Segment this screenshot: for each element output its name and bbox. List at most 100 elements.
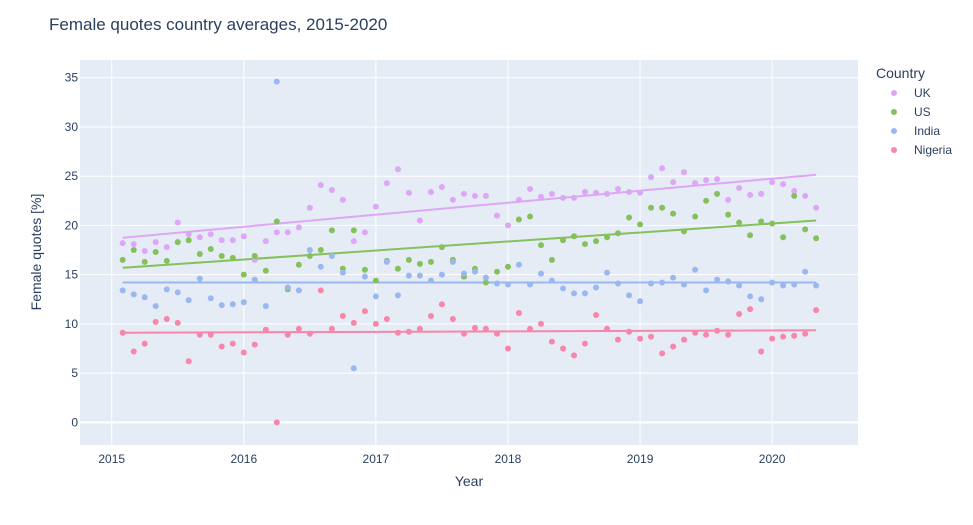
point-us	[207, 246, 214, 253]
point-india	[229, 301, 236, 308]
point-nigeria	[295, 325, 302, 332]
point-us	[736, 219, 743, 226]
point-uk	[383, 180, 390, 187]
point-india	[670, 274, 677, 281]
point-india	[637, 298, 644, 305]
point-uk	[273, 229, 280, 236]
point-uk	[659, 165, 666, 172]
legend-item-nigeria[interactable]: Nigeria	[891, 143, 952, 157]
point-india	[504, 281, 511, 288]
point-india	[372, 293, 379, 300]
point-uk	[504, 222, 511, 229]
x-tick-label: 2015	[98, 452, 125, 466]
trend-lines	[122, 173, 817, 334]
x-tick-label: 2016	[230, 452, 257, 466]
point-us	[648, 204, 655, 211]
point-india	[405, 272, 412, 279]
point-uk	[614, 185, 621, 192]
y-tick-label: 25	[65, 169, 79, 183]
point-us	[185, 237, 192, 244]
point-uk	[284, 229, 291, 236]
point-india	[449, 258, 456, 265]
point-uk	[449, 196, 456, 203]
legend-item-india[interactable]: India	[891, 124, 940, 138]
gridlines	[80, 60, 858, 445]
plot-area	[80, 60, 858, 445]
point-us	[637, 221, 644, 228]
point-us	[692, 213, 699, 220]
point-us	[659, 204, 666, 211]
point-india	[548, 277, 555, 284]
point-india	[482, 274, 489, 281]
point-nigeria	[449, 315, 456, 322]
legend-marker-us	[891, 109, 897, 115]
point-us	[119, 256, 126, 263]
point-uk	[130, 241, 137, 248]
point-uk	[537, 193, 544, 200]
point-us	[494, 268, 501, 275]
point-nigeria	[361, 308, 368, 315]
legend[interactable]: Country UK US India Nigeria	[876, 65, 952, 157]
point-india	[141, 294, 148, 301]
point-uk	[174, 219, 181, 226]
legend-marker-india	[891, 128, 897, 134]
point-nigeria	[604, 325, 611, 332]
point-nigeria	[758, 348, 765, 355]
x-tick-label: 2017	[363, 452, 390, 466]
point-us	[504, 263, 511, 270]
point-india	[736, 282, 743, 289]
point-india	[604, 269, 611, 276]
point-us	[372, 277, 379, 284]
point-us	[802, 226, 809, 233]
point-nigeria	[394, 329, 401, 336]
point-india	[714, 276, 721, 283]
point-nigeria	[152, 318, 159, 325]
point-us	[152, 249, 159, 256]
point-india	[152, 303, 159, 310]
point-us	[791, 192, 798, 199]
point-india	[339, 269, 346, 276]
point-uk	[560, 194, 567, 201]
point-us	[515, 216, 522, 223]
point-uk	[548, 190, 555, 197]
point-nigeria	[350, 319, 357, 326]
legend-label-nigeria: Nigeria	[914, 143, 952, 157]
point-uk	[262, 238, 269, 245]
legend-item-us[interactable]: US	[891, 105, 931, 119]
point-us	[229, 254, 236, 261]
point-us	[537, 242, 544, 249]
point-india	[527, 281, 534, 288]
point-us	[251, 252, 258, 259]
point-us	[317, 247, 324, 254]
point-nigeria	[813, 307, 820, 314]
point-us	[196, 250, 203, 257]
y-axis-title: Female quotes [%]	[28, 194, 44, 311]
point-us	[626, 214, 633, 221]
point-uk	[494, 212, 501, 219]
point-nigeria	[714, 327, 721, 334]
point-uk	[515, 196, 522, 203]
point-us	[747, 232, 754, 239]
point-india	[438, 271, 445, 278]
x-axis-title: Year	[455, 473, 484, 489]
point-india	[747, 293, 754, 300]
point-nigeria	[791, 332, 798, 339]
point-us	[240, 271, 247, 278]
legend-label-uk: UK	[914, 86, 931, 100]
point-india	[361, 273, 368, 280]
point-us	[427, 258, 434, 265]
point-nigeria	[537, 320, 544, 327]
point-nigeria	[581, 340, 588, 347]
point-uk	[240, 233, 247, 240]
point-nigeria	[548, 338, 555, 345]
point-uk	[119, 240, 126, 247]
point-india	[725, 278, 732, 285]
legend-item-uk[interactable]: UK	[891, 86, 931, 100]
point-uk	[703, 177, 710, 184]
point-india	[163, 286, 170, 293]
point-us	[714, 190, 721, 197]
point-india	[515, 261, 522, 268]
y-tick-label: 10	[65, 317, 79, 331]
point-india	[460, 270, 467, 277]
point-us	[560, 237, 567, 244]
